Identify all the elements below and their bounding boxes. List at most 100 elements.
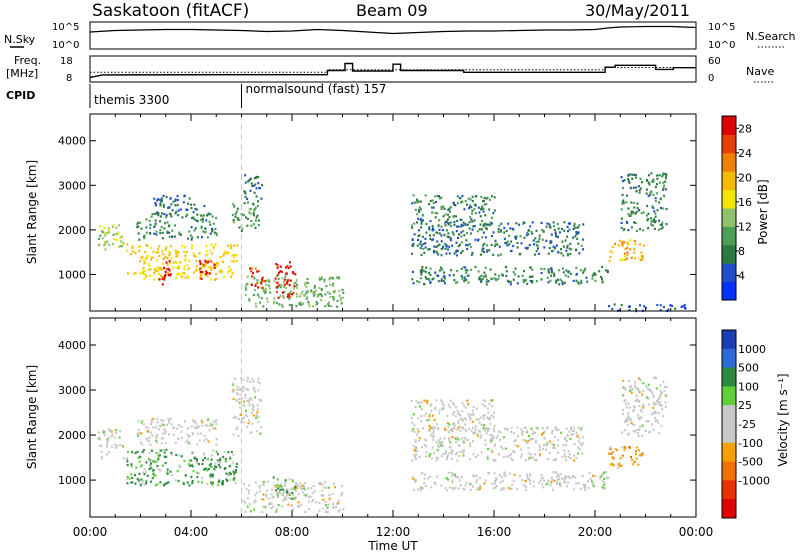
- velocity-echo-cell-8: [454, 415, 457, 418]
- power-echo-cell-15: [621, 200, 624, 203]
- velocity-echo-cell-1: [131, 481, 134, 484]
- power-echo-cell-1: [175, 276, 178, 279]
- power-echo-cell-11: [480, 280, 483, 283]
- velocity-echo-cell-3: [259, 399, 262, 402]
- velocity-echo-cell-1: [180, 455, 183, 458]
- velocity-echo-cell-1: [178, 454, 181, 457]
- velocity-echo-cell-1: [224, 460, 227, 463]
- velocity-echo-cell-5: [288, 491, 291, 494]
- velocity-echo-cell-8: [469, 418, 472, 421]
- power-echo-cell-2: [149, 231, 152, 234]
- power-echo-cell-2: [153, 232, 156, 235]
- power-echo-cell-12: [418, 229, 420, 232]
- velocity-echo-cell-2: [180, 430, 183, 433]
- power-echo-cell-7: [168, 269, 171, 272]
- power-echo-cell-11: [424, 276, 427, 279]
- velocity-echo-cell-7: [546, 441, 549, 444]
- power-echo-cell-13: [470, 206, 473, 209]
- power-echo-cell-11: [474, 265, 477, 268]
- power-echo-cell-3: [160, 197, 163, 200]
- velocity-echo-cell-10: [638, 391, 641, 394]
- power-echo-cell-12: [455, 241, 458, 244]
- power-echo-cell-5: [261, 184, 264, 187]
- power-echo-cell-15: [653, 227, 656, 230]
- power-echo-cell-10: [277, 273, 280, 276]
- power-echo-cell-11: [418, 281, 421, 284]
- velocity-echo-cell-7: [448, 430, 450, 433]
- power-echo-cell-3: [186, 208, 189, 211]
- power-echo-cell-12: [440, 225, 443, 228]
- power-echo-cell-12: [543, 246, 546, 249]
- velocity-echo-cell-3: [242, 389, 245, 392]
- velocity-echo-cell-6: [601, 472, 604, 475]
- velocity-echo-cell-7: [501, 447, 504, 450]
- velocity-echo-cell-10: [637, 432, 639, 435]
- velocity-echo-cell-6: [448, 486, 451, 489]
- velocity-echo-cell-9: [634, 453, 637, 456]
- velocity-echo-cell-6: [479, 486, 482, 489]
- velocity-echo-cell-8: [479, 416, 482, 419]
- power-echo-cell-6: [315, 300, 318, 304]
- velocity-echo-cell-8: [483, 413, 486, 417]
- power-echo-cell-15: [632, 186, 635, 189]
- velocity-echo-cell-6: [423, 482, 426, 485]
- power-echo-cell-10: [288, 284, 291, 287]
- velocity-echo-cell-3: [247, 388, 250, 392]
- velocity-echo-cell-4: [276, 493, 279, 496]
- velocity-echo-cell-7: [488, 427, 491, 430]
- velocity-echo-cell-6: [484, 479, 487, 482]
- power-echo-cell-13: [469, 216, 472, 219]
- power-echo-cell-6: [252, 293, 255, 297]
- power-echo-cell-2: [204, 231, 207, 234]
- velocity-echo-cell-6: [510, 487, 513, 491]
- power-echo-cell-13: [469, 205, 471, 208]
- velocity-echo-cell-6: [479, 484, 482, 487]
- power-echo-cell-14: [609, 250, 612, 253]
- power-echo-cell-1: [223, 275, 226, 278]
- velocity-echo-cell-3: [235, 416, 238, 419]
- power-echo-cell-5: [255, 195, 258, 198]
- power-echo-cell-4: [240, 229, 243, 232]
- power-echo-cell-6: [306, 281, 309, 285]
- velocity-echo-cell-1: [157, 458, 160, 461]
- velocity-echo-cell-4: [324, 480, 327, 483]
- power-echo-cell-12: [530, 230, 533, 234]
- power-echo-cell-3: [185, 208, 188, 211]
- power-echo-cell-13: [463, 208, 466, 211]
- power-echo-cell-14: [621, 244, 624, 248]
- velocity-echo-cell-8: [457, 422, 460, 425]
- velocity-echo-cell-8: [484, 405, 486, 408]
- power-echo-cell-11: [437, 274, 440, 278]
- velocity-echo-cell-7: [521, 453, 523, 456]
- velocity-echo-cell-4: [331, 492, 334, 496]
- power-echo-cell-6: [260, 297, 263, 300]
- velocity-echo-cell-2: [206, 424, 208, 427]
- velocity-echo-cell-10: [634, 381, 637, 384]
- power-echo-cell-1: [134, 252, 137, 255]
- velocity-echo-cell-1: [209, 473, 212, 476]
- power-echo-cell-6: [283, 280, 285, 283]
- power-echo-cell-3: [161, 199, 164, 202]
- velocity-echo-cell-6: [501, 479, 504, 483]
- power-echo-cell-12: [577, 231, 580, 234]
- power-echo-cell-12: [447, 222, 450, 225]
- power-echo-cell-4: [232, 203, 235, 206]
- velocity-echo-cell-6: [450, 471, 453, 474]
- power-echo-cell-12: [557, 227, 560, 230]
- velocity-echo-cell-7: [435, 459, 438, 462]
- power-echo-cell-2: [149, 227, 152, 230]
- power-echo-cell-1: [162, 253, 165, 256]
- power-echo-cell-12: [468, 243, 471, 246]
- power-echo-cell-6: [316, 294, 319, 298]
- power-echo-cell-14: [614, 242, 617, 245]
- velocity-echo-cell-7: [538, 446, 541, 449]
- velocity-echo-cell-8: [426, 399, 429, 402]
- velocity-echo-cell-6: [554, 471, 557, 474]
- power-echo-cell-3: [160, 200, 163, 203]
- velocity-echo-cell-2: [137, 428, 140, 431]
- velocity-echo-cell-2: [155, 426, 157, 429]
- power-echo-cell-6: [308, 305, 311, 308]
- power-echo-cell-10: [292, 291, 295, 294]
- velocity-echo-cell-2: [138, 431, 141, 434]
- nsky-label: N.Sky: [4, 33, 36, 46]
